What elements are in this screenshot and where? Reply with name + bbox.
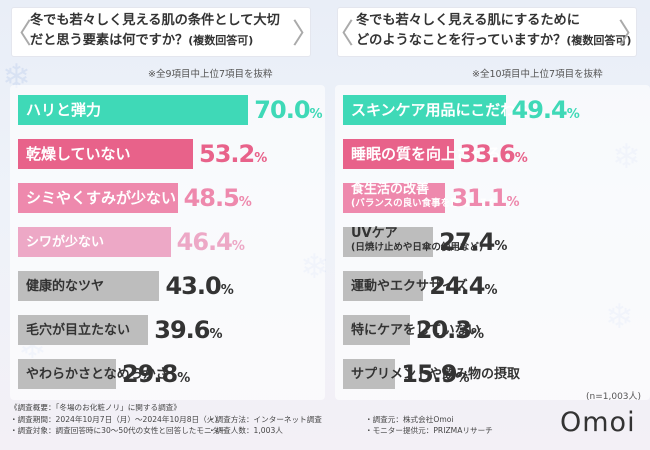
right-bar-7	[343, 359, 396, 389]
left-value-label-1: 70.0%	[254, 96, 323, 124]
right-bar-3	[343, 183, 446, 213]
left-value-label-7: 29.8%	[122, 360, 191, 388]
right-value-label-3: 31.1%	[451, 184, 520, 212]
footer-period: ・調査期間：2024年10月7日（月）～2024年10月8日（火）	[10, 414, 222, 424]
left-category-2: 乾燥していない	[26, 144, 131, 163]
left-question-line1: 冬でも若々しく見える肌の条件として大切	[30, 13, 280, 28]
footer-provider: ・モニター提供元：PRIZMAリサーチ	[365, 426, 493, 435]
right-bar-label-2: 睡眠の質を向上させる	[351, 144, 502, 163]
left-bar-5	[18, 271, 160, 301]
right-bar-label-5: 運動やエクササイズ	[351, 279, 468, 294]
left-bar-7	[18, 359, 117, 389]
right-bracket-open: 〈	[326, 17, 355, 50]
right-bar-2	[343, 139, 454, 169]
right-category-5: 運動やエクササイズ	[351, 278, 468, 294]
left-value-label-6: 39.6%	[154, 316, 223, 344]
left-question-line2: だと思う要素は何ですか？	[30, 33, 189, 48]
left-bar-label-2: 乾燥していない	[26, 144, 131, 163]
right-bar-1	[343, 95, 506, 125]
right-value-label-2: 33.6%	[459, 140, 528, 168]
left-value-label-5: 43.0%	[165, 272, 234, 300]
left-bracket-open: 〈	[4, 17, 33, 50]
footer-count: ・調査人数：1,003人	[208, 426, 283, 435]
footer-target: ・調査対象：調査回答時に30～50代の女性と回答したモニター	[10, 426, 227, 435]
right-note: ※全10項目中上位7項目を抜粋	[472, 69, 603, 80]
right-category-7: サプリメントや飲み物の摂取	[351, 366, 521, 382]
right-bar-6	[343, 315, 410, 345]
left-bar-2	[18, 139, 194, 169]
left-bar-label-6: 毛穴が目立たない	[26, 323, 130, 338]
left-bar-label-3: シミやくすみが少ない	[26, 188, 177, 207]
right-value-label-4: 27.4%	[439, 228, 508, 256]
left-bar-4	[18, 227, 171, 257]
left-bar-label-1: ハリと弾力	[26, 100, 102, 119]
right-bar-label-3: 食生活の改善 (バランスの良い食事を意識するなど)	[351, 182, 512, 210]
footer-source: ・調査元：株式会社Omoi	[365, 414, 454, 424]
left-value-label-4: 46.4%	[176, 228, 245, 256]
right-question: 冬でも若々しく見える肌にするために どのようなことを行っていますか？(複数回答可…	[356, 11, 631, 51]
left-value-label-2: 53.2%	[199, 140, 268, 168]
left-question-box: 冬でも若々しく見える肌の条件として大切 だと思う要素は何ですか？(複数回答可)	[12, 8, 310, 56]
right-bar-label-1: スキンケア用品にこだわる	[351, 100, 531, 119]
right-value-label-5: 24.4%	[429, 272, 498, 300]
right-category-note-3: (バランスの良い食事を意識するなど)	[351, 198, 512, 209]
left-bar-6	[18, 315, 149, 345]
left-question: 冬でも若々しく見える肌の条件として大切 だと思う要素は何ですか？(複数回答可)	[30, 11, 280, 51]
right-question-line1: 冬でも若々しく見える肌にするために	[356, 13, 580, 28]
right-bar-label-4: UVケア (日焼け止めや日傘の使用など)	[351, 226, 483, 254]
footer-method: ・調査方法：インターネット調査	[208, 414, 322, 424]
left-bar-label-4: シワが少ない	[26, 235, 104, 250]
right-bar-5	[343, 271, 424, 301]
right-category-3: 食生活の改善	[351, 182, 430, 197]
left-note: ※全9項目中上位7項目を抜粋	[148, 69, 273, 80]
right-bar-4	[343, 227, 434, 257]
left-category-7: やわらかさとなめらかさ	[26, 366, 169, 382]
footer-overview: 《調査概要：「冬場のお化粧ノリ」に関する調査》	[10, 403, 181, 412]
right-value-label-6: 20.3%	[415, 316, 485, 344]
right-category-6: 特にケアをしていない	[351, 322, 481, 338]
left-bar-3	[18, 183, 178, 213]
right-category-4: UVケア	[351, 226, 398, 241]
left-category-6: 毛穴が目立たない	[26, 322, 131, 338]
left-question-sub: (複数回答可)	[188, 34, 254, 47]
left-category-5: 健康的なツヤ	[26, 278, 105, 294]
right-bracket-close: 〉	[618, 17, 647, 50]
right-category-2: 睡眠の質を向上させる	[351, 144, 502, 163]
left-category-3: シミやくすみが少ない	[26, 188, 177, 207]
right-bar-label-6: 特にケアをしていない	[351, 323, 481, 338]
left-value-label-3: 48.5%	[183, 184, 252, 212]
left-bar-label-5: 健康的なツヤ	[26, 279, 104, 294]
left-category-4: シワが少ない	[26, 234, 105, 250]
sample-size: (n=1,003人)	[586, 392, 642, 402]
omoi-logo: Omoi	[560, 407, 636, 438]
right-category-1: スキンケア用品にこだわる	[351, 100, 531, 119]
left-bar-1	[18, 95, 249, 125]
left-bar-label-7: やわらかさとなめらかさ	[26, 367, 169, 382]
left-category-1: ハリと弾力	[26, 100, 102, 119]
left-bracket-close: 〉	[292, 17, 321, 50]
right-question-sub: (複数回答可)	[566, 34, 632, 47]
right-value-label-7: 15.9%	[401, 360, 470, 388]
right-question-line2: どのようなことを行っていますか？	[356, 33, 567, 48]
right-category-note-4: (日焼け止めや日傘の使用など)	[351, 242, 484, 253]
right-question-box: 冬でも若々しく見える肌にするために どのようなことを行っていますか？(複数回答可…	[338, 8, 636, 56]
right-bar-label-7: サプリメントや飲み物の摂取	[351, 367, 520, 382]
right-value-label-1: 49.4%	[511, 96, 580, 124]
